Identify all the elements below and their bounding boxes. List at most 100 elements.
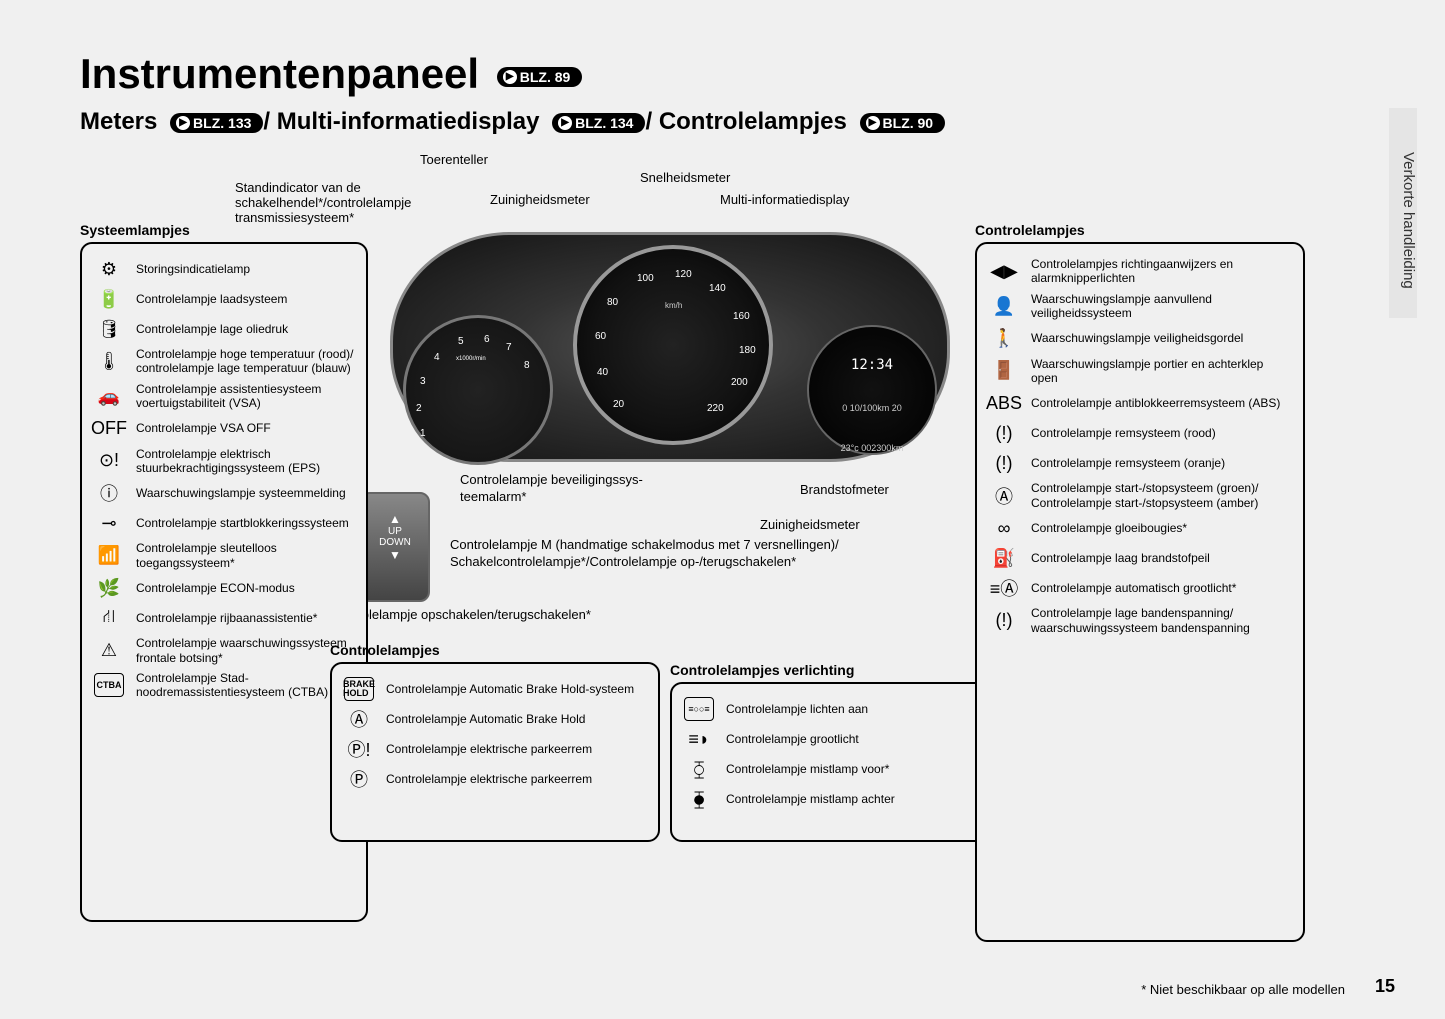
list-item: OFF Controlelampje VSA OFF bbox=[94, 414, 354, 444]
page-root: Verkorte handleiding Instrumentenpaneel … bbox=[0, 0, 1445, 1019]
list-item: BRAKE HOLD Controlelampje Automatic Brake… bbox=[344, 674, 646, 704]
indicator-icon: ⚠ bbox=[94, 639, 124, 663]
list-item: ⧳ Controlelampje mistlamp achter bbox=[684, 784, 1006, 814]
indicator-label: Controlelampje Stad-noodremassistentiesy… bbox=[136, 671, 354, 700]
indicator-icon: CTBA bbox=[94, 673, 124, 697]
indicator-label: Controlelampje grootlicht bbox=[726, 732, 859, 746]
indicator-icon: Ⓟ bbox=[344, 767, 374, 791]
list-item: ⛙Controlelampje rijbaanassistentie* bbox=[94, 603, 354, 633]
indicator-label: Controlelampje laag brandstofpeil bbox=[1031, 551, 1210, 565]
indicator-icon: ⛽ bbox=[989, 546, 1019, 570]
indicator-icon: ⧳ bbox=[684, 787, 714, 811]
list-item: ⒶControlelampje start-/stopsysteem (groe… bbox=[989, 478, 1291, 513]
list-item: ⛽ Controlelampje laag brandstofpeil bbox=[989, 543, 1291, 573]
indicator-label: Controlelampje lage oliedruk bbox=[136, 322, 288, 336]
list-item: ∞Controlelampje gloeibougies* bbox=[989, 513, 1291, 543]
list-item: ⚠Controlelampje waarschuwingssysteem fro… bbox=[94, 633, 354, 668]
indicator-icon: ≡◗ bbox=[684, 727, 714, 751]
title-page-ref: BLZ. 89 bbox=[497, 67, 583, 87]
panel-controle-right: ◀▶Controlelampjes richtingaanwijzers en … bbox=[975, 242, 1305, 942]
page-number: 15 bbox=[1375, 976, 1395, 997]
callout-standindicator: Standindicator van de schakelhendel*/con… bbox=[235, 180, 405, 225]
list-item: 👤Waarschuwingslampje aanvullend veilighe… bbox=[989, 289, 1291, 324]
indicator-label: Controlelampje remsysteem (rood) bbox=[1031, 426, 1216, 440]
list-item: 🚶Waarschuwingslampje veiligheidsgordel bbox=[989, 324, 1291, 354]
indicator-icon: 🛢 bbox=[94, 317, 124, 341]
title-text: Instrumentenpaneel bbox=[80, 50, 479, 97]
page-title: Instrumentenpaneel BLZ. 89 bbox=[80, 50, 1365, 98]
indicator-icon: BRAKE HOLD bbox=[344, 677, 374, 701]
indicator-icon: 🚗 bbox=[94, 384, 124, 408]
multi-info-display: 12:34 0 10/100km 20 23°c 002300km bbox=[807, 325, 937, 455]
sub-2: Controlelampjes bbox=[659, 108, 847, 135]
list-item: ⚙Storingsindicatielamp bbox=[94, 254, 354, 284]
list-item: ⒶControlelampje Automatic Brake Hold bbox=[344, 704, 646, 734]
indicator-label: Controlelampjes richtingaanwijzers en al… bbox=[1031, 257, 1291, 286]
indicator-label: Waarschuwingslampje systeemmelding bbox=[136, 486, 346, 500]
diagram-area: Toerenteller Standindicator van de schak… bbox=[80, 152, 1365, 982]
indicator-label: Controlelampje ECON-modus bbox=[136, 581, 295, 595]
list-item: (!) Controlelampje remsysteem (rood) bbox=[989, 418, 1291, 448]
indicator-icon: Ⓟ! bbox=[344, 737, 374, 761]
indicator-icon: ⚙ bbox=[94, 257, 124, 281]
sub-1-ref: BLZ. 134 bbox=[552, 113, 645, 133]
indicator-icon: 🌡 bbox=[94, 349, 124, 373]
list-item: 📶 Controlelampje sleutelloos toegangssyst… bbox=[94, 538, 354, 573]
subtitle: Meters BLZ. 133/ Multi-informatiedisplay… bbox=[80, 108, 1365, 136]
list-item: ≡○○≡Controlelampje lichten aan bbox=[684, 694, 1006, 724]
panel-system-title: Systeemlampjes bbox=[80, 222, 190, 238]
indicator-label: Controlelampje remsysteem (oranje) bbox=[1031, 456, 1225, 470]
list-item: (!)Controlelampje lage bandenspanning/ w… bbox=[989, 603, 1291, 638]
list-item: ≡Ⓐ Controlelampje automatisch grootlicht* bbox=[989, 573, 1291, 603]
speed-scale: 20 40 60 80 100 120 140 160 180 200 220 bbox=[577, 249, 769, 441]
indicator-label: Controlelampje VSA OFF bbox=[136, 421, 271, 435]
indicator-label: Controlelampje mistlamp achter bbox=[726, 792, 895, 806]
indicator-icon: ⓘ bbox=[94, 481, 124, 505]
indicator-icon: 📶 bbox=[94, 544, 124, 568]
indicator-icon: OFF bbox=[94, 417, 124, 441]
indicator-icon: 🔋 bbox=[94, 287, 124, 311]
indicator-icon: 👤 bbox=[989, 294, 1019, 318]
indicator-icon: ABS bbox=[989, 391, 1019, 415]
list-item: 🌿 Controlelampje ECON-modus bbox=[94, 573, 354, 603]
indicator-icon: ≡Ⓐ bbox=[989, 576, 1019, 600]
indicator-label: Controlelampje elektrische parkeerrem bbox=[386, 772, 592, 786]
down-arrow-icon: ▼ bbox=[362, 548, 428, 562]
indicator-label: Controlelampje sleutelloos toegangssyste… bbox=[136, 541, 354, 570]
callout-beveiliging: Controlelampje beveiligingssys-teemalarm… bbox=[460, 472, 660, 506]
list-item: ⓘ Waarschuwingslampje systeemmelding bbox=[94, 478, 354, 508]
indicator-label: Controlelampje mistlamp voor* bbox=[726, 762, 889, 776]
callout-opschakelen: Controlelampje opschakelen/terugschakele… bbox=[330, 607, 591, 624]
indicator-label: Waarschuwingslampje portier en achterkle… bbox=[1031, 357, 1291, 386]
list-item: ◀▶Controlelampjes richtingaanwijzers en … bbox=[989, 254, 1291, 289]
gauge-cluster: 1 2 3 4 5 6 7 8 x1000r/min km/h 20 40 60 bbox=[390, 232, 950, 462]
fuel-econ: 0 10/100km 20 bbox=[809, 403, 935, 413]
indicator-label: Controlelampje antiblokkeerremsysteem (A… bbox=[1031, 396, 1280, 410]
indicator-icon: ⊙! bbox=[94, 449, 124, 473]
list-item: ≡◗ Controlelampje grootlicht bbox=[684, 724, 1006, 754]
callout-zuinig2: Zuinigheidsmeter bbox=[760, 517, 860, 534]
indicator-icon: ⛙ bbox=[94, 606, 124, 630]
indicator-label: Controlelampje automatisch grootlicht* bbox=[1031, 581, 1236, 595]
indicator-label: Controlelampje Automatic Brake Hold-syst… bbox=[386, 682, 634, 696]
indicator-label: Controlelampje Automatic Brake Hold bbox=[386, 712, 585, 726]
panel-verlichting: ≡○○≡Controlelampje lichten aan ≡◗ Controle… bbox=[670, 682, 1020, 842]
list-item: 🛢 Controlelampje lage oliedruk bbox=[94, 314, 354, 344]
list-item: CTBA Controlelampje Stad-noodremassistent… bbox=[94, 668, 354, 703]
indicator-label: Controlelampje assistentiesysteem voertu… bbox=[136, 382, 354, 411]
indicator-icon: ⊸ bbox=[94, 511, 124, 535]
indicator-icon: 🌿 bbox=[94, 576, 124, 600]
list-item: ABS Controlelampje antiblokkeerremsysteem… bbox=[989, 388, 1291, 418]
panel-right-title: Controlelampjes bbox=[975, 222, 1305, 238]
odo: 23°c 002300km bbox=[809, 443, 935, 453]
list-item: Ⓟ Controlelampje elektrische parkeerrem bbox=[344, 764, 646, 794]
indicator-icon: (!) bbox=[989, 421, 1019, 445]
indicator-label: Controlelampje elektrische parkeerrem bbox=[386, 742, 592, 756]
indicator-label: Controlelampje laadsysteem bbox=[136, 292, 287, 306]
sub-1: Multi-informatiedisplay bbox=[277, 108, 540, 135]
indicator-label: Controlelampje elektrisch stuurbekrachti… bbox=[136, 447, 354, 476]
indicator-label: Controlelampje start-/stopsysteem (groen… bbox=[1031, 481, 1291, 510]
indicator-icon: 🚶 bbox=[989, 327, 1019, 351]
up-arrow-icon: ▲ bbox=[362, 512, 428, 526]
list-item: ⊸Controlelampje startblokkeringssysteem bbox=[94, 508, 354, 538]
